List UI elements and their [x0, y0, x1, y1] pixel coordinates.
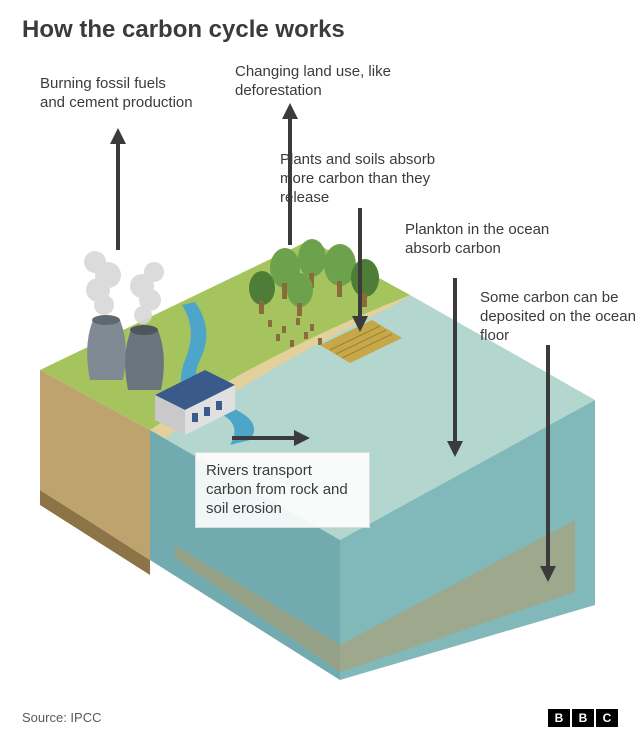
bbc-b2: B — [572, 709, 594, 727]
bbc-b1: B — [548, 709, 570, 727]
bbc-c: C — [596, 709, 618, 727]
river — [181, 302, 254, 445]
stumps — [268, 318, 322, 347]
beach — [150, 295, 410, 438]
label-plants: Plants and soils absorb more carbon than… — [280, 150, 460, 208]
power-plant — [84, 251, 235, 435]
crop-patch — [320, 320, 402, 363]
ocean-floor — [175, 520, 575, 672]
diagram-title: How the carbon cycle works — [22, 16, 345, 44]
label-fossil: Burning fossil fuels and cement producti… — [40, 74, 195, 112]
label-oceanfloor: Some carbon can be deposited on the ocea… — [480, 288, 640, 346]
label-plankton: Plankton in the ocean absorb carbon — [405, 220, 565, 258]
smoke-icon — [84, 251, 164, 324]
grass-surface — [40, 240, 410, 430]
soil-left-dark — [40, 490, 150, 575]
forest — [249, 239, 402, 363]
soil-left-face — [40, 370, 150, 560]
label-landuse: Changing land use, like deforestation — [235, 62, 410, 100]
label-rivers: Rivers transport carbon from rock and so… — [195, 452, 370, 528]
source-text: Source: IPCC — [22, 710, 101, 725]
bbc-logo: B B C — [548, 709, 618, 727]
ocean-front — [340, 400, 595, 680]
